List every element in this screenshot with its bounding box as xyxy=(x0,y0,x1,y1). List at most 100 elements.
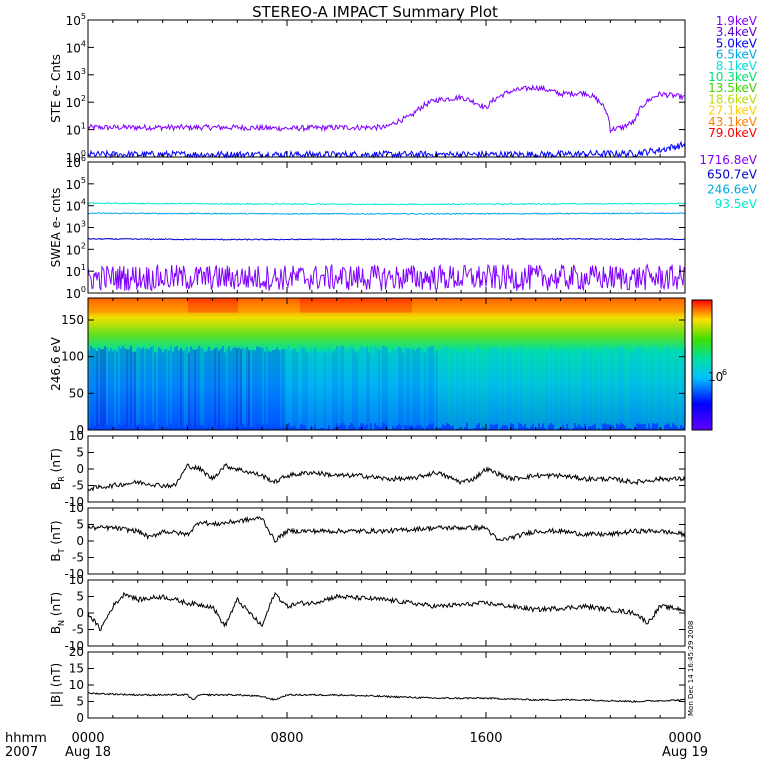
pad-heatmap-column xyxy=(228,346,230,424)
pad-heatmap-column xyxy=(628,298,630,313)
swea-series-246-6eV xyxy=(87,212,686,215)
pad-heatmap-column xyxy=(158,347,160,425)
y-tick-label: 10 xyxy=(69,501,84,515)
pad-heatmap-column xyxy=(636,346,638,424)
pad-heatmap-column xyxy=(362,298,364,313)
pad-heatmap-column xyxy=(632,352,634,430)
pad-heatmap-column xyxy=(208,346,210,424)
pad-heatmap-column xyxy=(172,351,174,429)
pad-heatmap-column xyxy=(110,298,112,313)
pad-heatmap-column xyxy=(648,346,650,424)
pad-heatmap-column xyxy=(274,349,276,427)
pad-heatmap-column xyxy=(112,298,114,313)
y-tick-label: 20 xyxy=(69,645,84,659)
pad-heatmap-column xyxy=(480,351,482,429)
x-tick-label: 0000 xyxy=(71,731,104,746)
pad-heatmap-column xyxy=(678,298,680,313)
pad-heatmap-column xyxy=(286,298,288,313)
pad-heatmap-column xyxy=(604,298,606,313)
pad-heatmap-column xyxy=(444,298,446,313)
pad-heatmap-column xyxy=(104,346,106,424)
x-tick-label: 0000 xyxy=(668,731,701,746)
pad-heatmap-column xyxy=(258,346,260,424)
pad-heatmap-column xyxy=(482,349,484,427)
pad-heatmap-column xyxy=(374,298,376,313)
pad-heatmap-column xyxy=(618,347,620,425)
pad-heatmap-column xyxy=(452,348,454,426)
pad-heatmap-column xyxy=(410,348,412,426)
pad-heatmap-column xyxy=(132,298,134,313)
pad-heatmap-column xyxy=(122,345,124,423)
pad-heatmap-column xyxy=(242,347,244,425)
pad-heatmap-column xyxy=(246,347,248,425)
pad-heatmap-column xyxy=(504,298,506,313)
pad-heatmap-column xyxy=(140,298,142,313)
pad-heatmap-column xyxy=(374,345,376,423)
pad-heatmap-column xyxy=(336,298,338,313)
pad-heatmap-column xyxy=(644,347,646,425)
pad-heatmap-column xyxy=(256,298,258,313)
pad-heatmap-column xyxy=(422,350,424,428)
pad-heatmap-column xyxy=(188,352,190,430)
pad-heatmap-column xyxy=(122,298,124,313)
y-tick-label: 10 xyxy=(69,573,84,587)
pad-heatmap-column xyxy=(214,298,216,313)
pad-heatmap-column xyxy=(472,298,474,313)
y-tick-label: 5 xyxy=(76,446,84,460)
pad-heatmap-column xyxy=(624,298,626,313)
pad-heatmap-column xyxy=(176,345,178,423)
pad-heatmap-column xyxy=(466,298,468,313)
pad-heatmap-column xyxy=(506,348,508,426)
pad-heatmap-column xyxy=(178,298,180,313)
pad-heatmap-column xyxy=(488,351,490,429)
pad-heatmap-column xyxy=(592,348,594,426)
pad-heatmap-column xyxy=(578,298,580,313)
pad-heatmap-column xyxy=(302,347,304,425)
pad-heatmap-column xyxy=(342,345,344,423)
pad-heatmap-column xyxy=(514,298,516,313)
pad-heatmap-column xyxy=(260,348,262,426)
y-tick-label: 10 xyxy=(69,678,84,692)
pad-heatmap-column xyxy=(272,298,274,313)
pad-heatmap-column xyxy=(320,350,322,428)
y-tick-label: 150 xyxy=(61,313,84,327)
pad-heatmap-column xyxy=(658,352,660,430)
pad-heatmap-column xyxy=(458,298,460,313)
pad-heatmap-column xyxy=(540,349,542,427)
pad-heatmap-column xyxy=(586,298,588,313)
pad-heatmap-column xyxy=(498,298,500,313)
pad-heatmap-column xyxy=(206,350,208,428)
pad-heatmap-column xyxy=(106,298,108,313)
pad-heatmap-column xyxy=(516,352,518,430)
pad-heatmap-column xyxy=(634,350,636,428)
pad-heatmap-column xyxy=(502,348,504,426)
pad-heatmap-column xyxy=(434,352,436,430)
pad-heatmap-column xyxy=(160,348,162,426)
pad-heatmap-column xyxy=(196,298,198,313)
pad-heatmap-column xyxy=(570,352,572,430)
pad-heatmap-column xyxy=(108,298,110,313)
pad-heatmap-column xyxy=(420,348,422,426)
pad-heatmap-column xyxy=(296,351,298,429)
pad-heatmap-column xyxy=(298,298,300,313)
pad-heatmap-column xyxy=(212,298,214,313)
pad-heatmap-column xyxy=(626,351,628,429)
pad-heatmap-column xyxy=(432,298,434,313)
pad-heatmap-column xyxy=(202,298,204,313)
pad-heatmap-column xyxy=(604,346,606,424)
y-tick-label: 10 xyxy=(69,429,84,443)
swea-ylabel: SWEA e- cnts xyxy=(49,188,63,268)
pad-heatmap-column xyxy=(196,348,198,426)
pad-heatmap-column xyxy=(526,350,528,428)
pad-heatmap-column xyxy=(290,298,292,313)
ste-legend-5-0keV: 5.0keV xyxy=(716,36,758,50)
pad-heatmap-column xyxy=(292,298,294,313)
pad-heatmap-column xyxy=(278,349,280,427)
pad-heatmap-column xyxy=(432,346,434,424)
pad-heatmap-column xyxy=(98,347,100,425)
pad-heatmap-column xyxy=(180,347,182,425)
pad-heatmap-column xyxy=(402,352,404,430)
pad-heatmap-column xyxy=(460,352,462,430)
pad-heatmap-column xyxy=(584,298,586,313)
pad-heatmap-column xyxy=(442,347,444,425)
